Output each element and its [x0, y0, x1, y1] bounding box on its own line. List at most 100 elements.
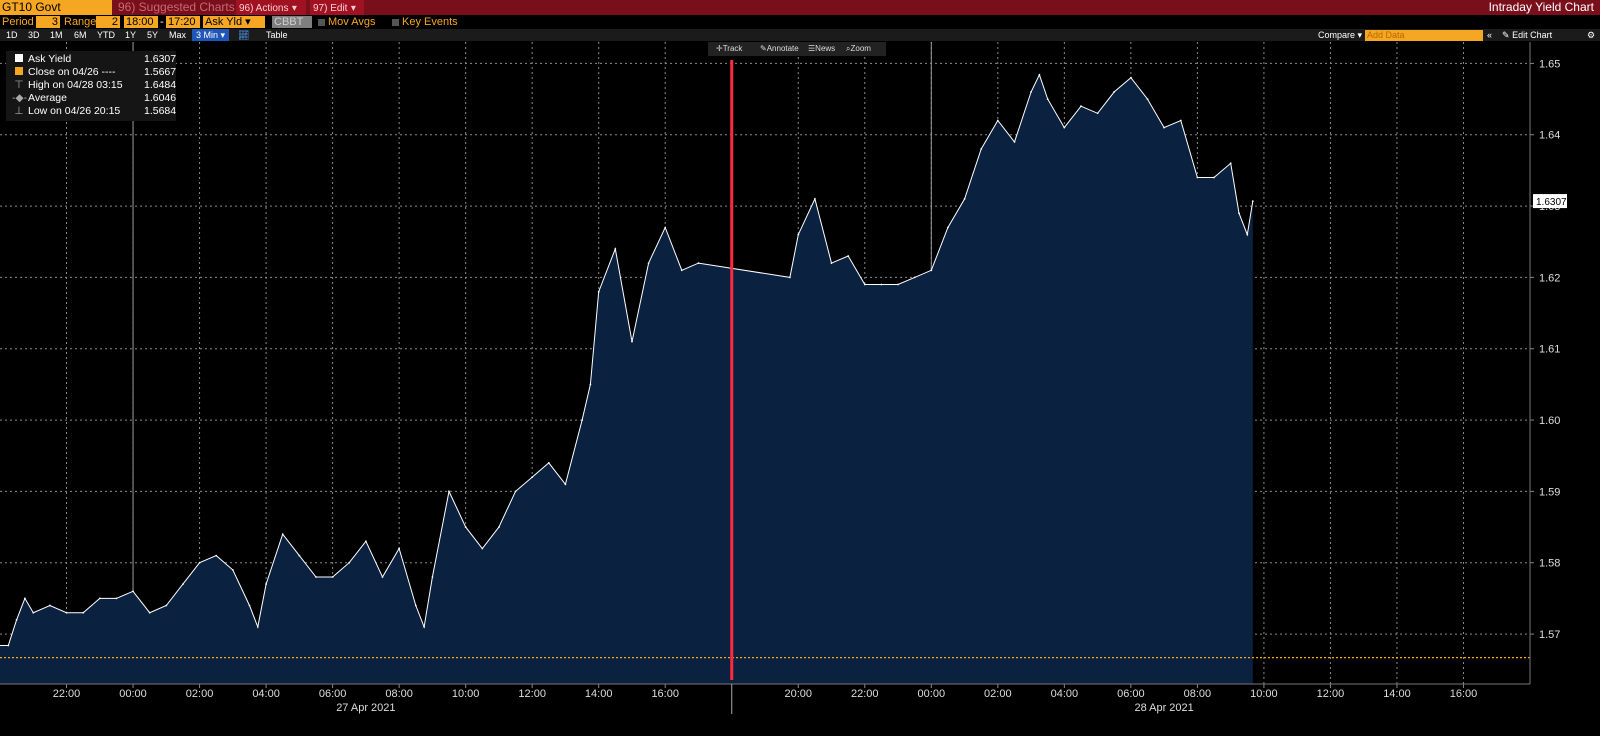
series-point — [1146, 98, 1149, 100]
series-point — [115, 597, 118, 600]
series-point — [315, 576, 317, 578]
edit-menu[interactable]: 97) Edit ▾ — [310, 0, 364, 15]
series-point — [1246, 233, 1249, 236]
series-point — [789, 276, 791, 279]
series-point — [348, 561, 351, 564]
x-tick-label: 22:00 — [53, 688, 81, 700]
legend-value: 1.5684 — [144, 105, 177, 117]
add-data-input[interactable]: Add Data — [1365, 29, 1483, 41]
news-button[interactable]: ☰ News — [808, 42, 835, 56]
series-point — [564, 483, 567, 486]
x-tick-label: 08:00 — [1184, 688, 1212, 700]
series-point — [1238, 212, 1240, 215]
edit-chart-label: Edit Chart — [1512, 30, 1553, 40]
interval-select[interactable]: 3 Min ▾ — [192, 29, 230, 41]
tf-1y-button[interactable]: 1Y — [125, 30, 137, 40]
series-point — [182, 583, 184, 585]
series-point — [331, 576, 334, 578]
track-button[interactable]: ✛ Track — [716, 42, 742, 56]
table-button[interactable]: Table — [266, 30, 288, 40]
series-point — [481, 547, 484, 550]
tf-max-button[interactable]: Max — [169, 30, 187, 40]
line-chart-icon[interactable]: 📈︎ — [238, 30, 250, 40]
series-point — [231, 569, 234, 571]
series-point — [7, 644, 10, 647]
x-tick-label: 10:00 — [452, 688, 480, 700]
field-select[interactable]: Ask Yld ▾ — [203, 16, 265, 28]
series-point — [963, 198, 966, 200]
edit-chart-button[interactable]: ✎ Edit Chart — [1502, 29, 1552, 41]
series-point — [281, 533, 284, 536]
chart-toolbox: ✛ Track ✎ Annotate ☰ News ⌕ Zoom — [708, 42, 886, 56]
series-point — [581, 419, 583, 421]
x-tick-label: 22:00 — [851, 688, 879, 700]
series-point — [647, 262, 650, 264]
series-line — [0, 73, 1254, 647]
series-point — [165, 604, 168, 607]
tf-1m-button[interactable]: 1M — [50, 30, 63, 40]
x-tick-label: 14:00 — [1383, 688, 1411, 700]
white-square-icon — [12, 53, 26, 65]
title-bar: GT10 Govt 96) Suggested Charts 96) Actio… — [0, 0, 1600, 15]
series-point — [1030, 91, 1032, 93]
series-point — [863, 283, 866, 286]
tf-ytd-button[interactable]: YTD — [97, 30, 115, 40]
compare-menu[interactable]: Compare ▾ — [1318, 30, 1363, 40]
tf-1d-button[interactable]: 1D — [6, 30, 18, 40]
series-point — [1251, 200, 1254, 203]
series-point — [1038, 73, 1041, 76]
field-value: Ask Yld — [205, 16, 243, 28]
last-value-tag — [1533, 194, 1567, 209]
y-tick-label: 1.59 — [1539, 486, 1560, 498]
ticker-field[interactable]: GT10 Govt — [0, 0, 112, 15]
series-point — [215, 554, 218, 557]
legend-label: Average — [28, 92, 67, 104]
series-point — [1130, 76, 1132, 79]
period-input[interactable]: 3 — [36, 16, 60, 28]
time-to-input[interactable]: 17:20 — [166, 16, 200, 28]
legend-value: 1.6046 — [144, 92, 177, 104]
legend-item-close[interactable]: Close on 04/26 ---- 1.5667 — [6, 66, 176, 78]
timeframe-bar: 1D 3D 1M 6M YTD 1Y 5Y Max 3 Min ▾ 📈︎ Tab… — [0, 29, 1600, 41]
series-point — [1196, 176, 1199, 179]
x-tick-label: 00:00 — [119, 688, 147, 700]
series-point — [1063, 126, 1066, 129]
source-field[interactable]: CBBT — [272, 16, 312, 28]
tf-6m-button[interactable]: 6M — [74, 30, 87, 40]
zoom-button[interactable]: ⌕ Zoom — [846, 42, 871, 56]
gear-icon[interactable]: ⚙ — [1587, 30, 1596, 40]
interval-value: 3 Min — [196, 30, 219, 40]
key-events-toggle[interactable]: Key Events — [392, 15, 458, 29]
time-from-input[interactable]: 18:00 — [124, 16, 158, 28]
range-separator: - — [160, 16, 164, 28]
series-point — [947, 226, 949, 229]
legend-item-ask-yield[interactable]: Ask Yield 1.6307 — [6, 53, 176, 65]
last-value-label: 1.6307 — [1536, 197, 1567, 208]
tf-5y-button[interactable]: 5Y — [147, 30, 159, 40]
legend-item-average[interactable]: -◆- Average 1.6046 — [6, 92, 176, 104]
series-point — [1113, 91, 1116, 93]
series-point — [897, 283, 899, 286]
series-point — [198, 561, 201, 564]
series-point — [1046, 98, 1049, 100]
series-point — [132, 590, 134, 593]
collapse-icon[interactable]: « — [1487, 30, 1493, 40]
tf-3d-button[interactable]: 3D — [28, 30, 40, 40]
chevron-down-icon: ▾ — [245, 16, 251, 28]
series-point — [597, 290, 600, 293]
average-marker-icon: -◆- — [12, 92, 28, 104]
annotate-button[interactable]: ✎ Annotate — [760, 42, 799, 56]
series-point — [82, 611, 85, 614]
actions-menu[interactable]: 96) Actions ▾ — [236, 0, 306, 15]
range-input[interactable]: 2 — [96, 16, 120, 28]
mov-avgs-toggle[interactable]: Mov Avgs — [318, 15, 376, 29]
series-point — [15, 618, 18, 621]
series-point — [847, 255, 850, 257]
series-point — [49, 604, 51, 607]
suggested-charts-menu[interactable]: 96) Suggested Charts — [118, 0, 235, 14]
legend-item-high[interactable]: ⊤ High on 04/28 03:15 1.6484 — [6, 79, 176, 91]
news-label: News — [815, 44, 836, 53]
legend-item-low[interactable]: ⊥ Low on 04/26 20:15 1.5684 — [6, 105, 176, 117]
chevron-down-icon: ▾ — [220, 30, 226, 40]
